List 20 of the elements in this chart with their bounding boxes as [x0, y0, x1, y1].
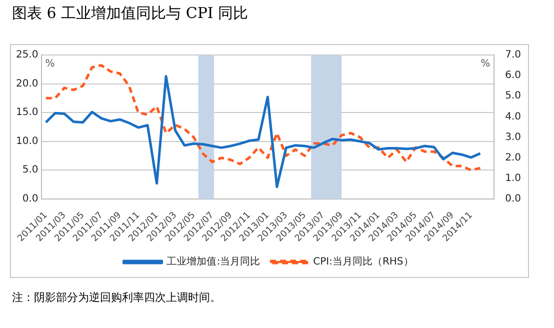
- y-tick-label: 15.0: [16, 107, 38, 118]
- y2-tick-label: 0.0: [505, 194, 522, 205]
- y-tick-label: 20.0: [16, 78, 38, 90]
- y-tick-label: 5.0: [22, 164, 38, 176]
- legend-label: CPI:当月同比（RHS）: [313, 256, 414, 268]
- y2-tick-label: 2.0: [505, 152, 522, 164]
- y2-tick-label: 5.0: [505, 90, 522, 102]
- y-axis-title: %: [45, 58, 55, 70]
- chart-title: 图表 6 工业增加值同比与 CPI 同比: [12, 4, 248, 23]
- legend-label: 工业增加值:当月同比: [166, 256, 260, 268]
- y2-tick-label: 1.0: [505, 172, 522, 184]
- y2-tick-label: 7.0: [505, 50, 522, 61]
- y-tick-label: 0.0: [22, 194, 38, 205]
- y2-tick-label: 6.0: [505, 70, 522, 82]
- y2-tick-label: 4.0: [505, 111, 522, 122]
- text: 注：阴影部分为逆回购利率四次上调时间。: [12, 290, 221, 306]
- y2-tick-label: 3.0: [505, 132, 522, 143]
- y-tick-label: 25.0: [16, 50, 38, 61]
- y-tick-label: 10.0: [16, 136, 38, 147]
- y2-axis-title: %: [480, 58, 490, 70]
